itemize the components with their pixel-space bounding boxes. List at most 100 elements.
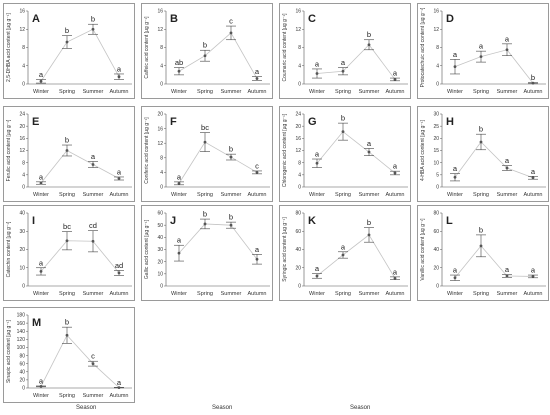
panel-i-significance-letter: a — [39, 258, 44, 267]
panel-d-ytick-label: 4 — [436, 63, 439, 69]
panel-c-data-point — [341, 69, 345, 73]
panel-e-ytick-label: 24 — [19, 112, 25, 118]
panel-i-ytick-label: 0 — [22, 284, 25, 290]
panel-m-significance-letter: c — [91, 352, 95, 361]
panel-m-xtick-label: Spring — [59, 393, 75, 399]
x-axis-title-k: Season — [76, 405, 97, 411]
panel-j-xtick-label: Autumn — [248, 291, 267, 297]
panel-m-significance-letter: a — [117, 378, 122, 387]
panel-i-ytick-label: 30 — [19, 229, 25, 235]
panel-e-ytick-label: 8 — [22, 160, 25, 166]
panel-b-xtick-label: Winter — [171, 89, 187, 95]
panel-d-series-line — [454, 49, 534, 84]
panel-a-significance-letter: a — [39, 70, 44, 79]
panel-k-significance-letter: a — [315, 264, 320, 273]
panel-b-data-point — [229, 31, 233, 35]
panel-d-data-point — [505, 48, 509, 52]
panel-g-xtick-label: Spring — [335, 192, 351, 198]
panel-l-xtick-label: Spring — [473, 291, 489, 297]
panel-a-xtick-label: Winter — [33, 89, 49, 95]
panel-c-series-line — [316, 44, 396, 80]
panel-h-significance-letter: a — [505, 156, 510, 165]
panel-k-ytick-label: 0 — [298, 284, 301, 290]
panel-f-ylabel: Coniferic acid content [µg g⁻¹] — [144, 117, 150, 184]
panel-f-ytick-label: 16 — [157, 126, 163, 132]
panel-j-data-point — [229, 223, 233, 227]
chart-svg: K Syringic acid content [µg g⁻¹] 0 20 40 60 80… — [282, 211, 408, 297]
panel-h-ylabel: 4-HBA acid content [µg g⁻¹] — [420, 119, 426, 181]
panel-d-xtick-label: Summer — [497, 89, 518, 95]
panel-b-significance-letter: ab — [175, 58, 183, 67]
panel-f-data-point — [255, 171, 259, 174]
panel-f-significance-letter: a — [177, 172, 182, 181]
panel-i-xtick-label: Winter — [33, 291, 49, 297]
panel-l-xtick-label: Winter — [447, 291, 463, 297]
chart-svg: H 4-HBA acid content [µg g⁻¹] 0 5 10 15 20 25 30… — [420, 112, 546, 198]
chart-panel-a: A 2,5-DHBA acid content [µg g⁻¹] 0 4 8 12 16 Wi… — [3, 3, 135, 99]
panel-m-ytick-label: 60 — [19, 361, 25, 367]
panel-j-ytick-label: 40 — [157, 235, 163, 241]
panel-j-ylabel: Gallic acid content [µg g⁻¹] — [144, 219, 150, 279]
panel-a-ylabel: 2,5-DHBA acid content [µg g⁻¹] — [6, 12, 12, 81]
panel-h-ytick-label: 15 — [433, 148, 439, 154]
panel-f-ytick-label: 12 — [157, 141, 163, 147]
panel-l-data-point — [531, 275, 535, 278]
panel-f-xtick-label: Summer — [221, 192, 242, 198]
panel-d-label: D — [446, 13, 454, 25]
panel-h-xtick-label: Spring — [473, 192, 489, 198]
chart-svg: I Catechin content [µg g⁻¹] 0 10 20 30 40 Winte… — [6, 211, 132, 297]
panel-m-data-point — [39, 384, 43, 388]
chart-svg: E Ferulic acid content [µg g⁻¹] 0 4 8 12 16 20 2… — [6, 112, 132, 198]
panel-a-significance-letter: b — [91, 15, 95, 24]
panel-d-data-point — [531, 81, 535, 85]
panel-e-ytick-label: 16 — [19, 136, 25, 142]
panel-i-xtick-label: Summer — [83, 291, 104, 297]
chart-svg: J Gallic acid content [µg g⁻¹] 0 10 20 30 40 50… — [144, 210, 270, 297]
panel-l-ylabel: Vanillic acid content [µg g⁻¹] — [420, 218, 426, 281]
panel-c-data-point — [393, 78, 397, 81]
panel-d-data-point — [479, 55, 483, 59]
panel-k-ytick-label: 80 — [295, 211, 301, 217]
panel-g-ytick-label: 24 — [295, 112, 301, 118]
panel-a-data-point — [39, 79, 43, 83]
panel-i-ytick-label: 10 — [19, 265, 25, 271]
panel-m-ytick-label: 40 — [19, 369, 25, 375]
panel-m-ytick-label: 180 — [17, 313, 26, 319]
panel-l-ytick-label: 80 — [433, 211, 439, 217]
panel-c-significance-letter: a — [341, 58, 346, 67]
panel-e-data-point — [117, 177, 121, 180]
panel-b-ytick-label: 12 — [157, 27, 163, 33]
panel-a-label: A — [32, 13, 40, 25]
chart-panel-k: K Syringic acid content [µg g⁻¹] 0 20 40 60 80… — [279, 205, 411, 301]
chart-panel-b: B Caffeic acid content [µg g⁻¹] 0 4 8 12 16 Win… — [141, 3, 273, 99]
panel-b-ytick-label: 16 — [157, 9, 163, 15]
panel-f-data-point — [229, 155, 233, 159]
panel-l-ytick-label: 60 — [433, 229, 439, 235]
panel-e-significance-letter: a — [91, 152, 96, 161]
chart-panel-d: D Protocatechuic acid content [µg g⁻¹] 0 4 8… — [417, 3, 549, 99]
panel-a-significance-letter: a — [117, 64, 122, 73]
panel-g-ytick-label: 4 — [298, 173, 301, 179]
panel-i-label: I — [32, 215, 35, 227]
panel-h-ytick-label: 30 — [433, 112, 439, 118]
panel-l-significance-letter: b — [479, 225, 483, 234]
panel-e-data-point — [65, 149, 69, 152]
panel-a-xtick-label: Autumn — [110, 89, 129, 95]
panel-i-data-point — [65, 239, 69, 243]
panel-b-data-point — [203, 54, 207, 58]
panel-m-ylabel: Sinapic acid content [µg g⁻¹] — [6, 319, 12, 383]
panel-f-series-line — [178, 141, 258, 184]
panel-f-xtick-label: Winter — [171, 192, 187, 198]
panel-k-data-point — [367, 233, 371, 237]
chart-panel-g: G Chlorogenic acid content [µg g⁻¹] 0 4 8 12 1… — [279, 106, 411, 202]
chart-panel-f: F Coniferic acid content [µg g⁻¹] 0 4 8 12 16 2… — [141, 106, 273, 202]
panel-k-xtick-label: Summer — [359, 291, 380, 297]
panel-j-series-line — [178, 223, 258, 260]
panel-g-ytick-label: 0 — [298, 185, 301, 191]
panel-h-xtick-label: Winter — [447, 192, 463, 198]
panel-h-label: H — [446, 116, 454, 128]
panel-f-ytick-label: 4 — [160, 170, 163, 176]
panel-e-xtick-label: Autumn — [110, 192, 129, 198]
chart-panel-m: M Sinapic acid content [µg g⁻¹] 0 20 40 60 80 1… — [3, 307, 135, 403]
